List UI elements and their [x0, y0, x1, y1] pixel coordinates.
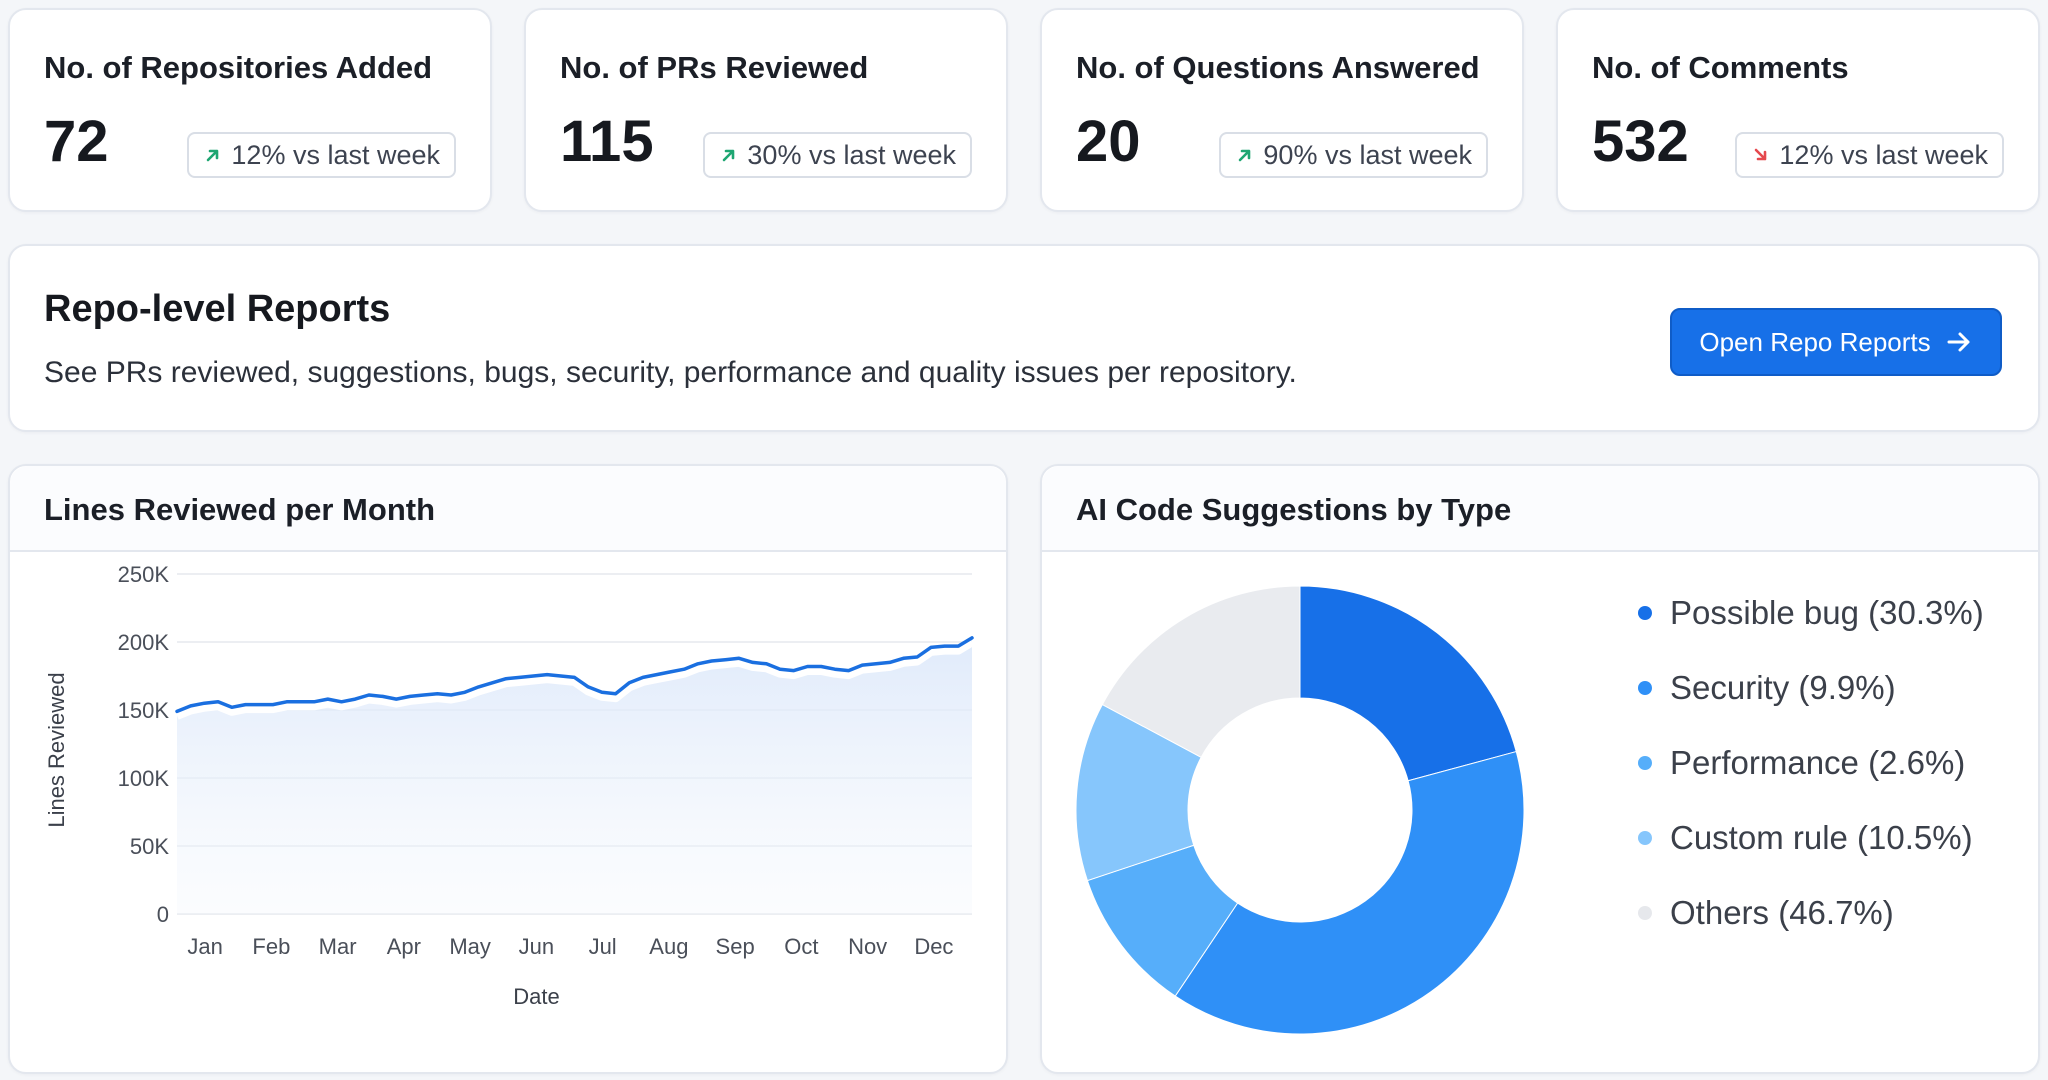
kpi-change-badge: 12% vs last week: [187, 132, 456, 178]
legend-label: Possible bug (30.3%): [1670, 594, 1984, 631]
x-tick-label: Mar: [319, 934, 357, 959]
kpi-change-badge: 30% vs last week: [703, 132, 972, 178]
x-tick-label: Jan: [187, 934, 222, 959]
section-description: See PRs reviewed, suggestions, bugs, sec…: [44, 356, 1297, 389]
legend-dot-icon: [1638, 681, 1652, 695]
legend-item: Possible bug (30.3%): [1638, 594, 1984, 632]
legend-label: Others (46.7%): [1670, 894, 1894, 931]
kpi-title: No. of PRs Reviewed: [560, 50, 869, 85]
legend-dot-icon: [1638, 606, 1652, 620]
kpi-change-text: 90% vs last week: [1263, 139, 1472, 170]
y-tick-label: 50K: [130, 834, 169, 859]
lines-reviewed-panel: Lines Reviewed per Month 0 50K 100K 150K 200…: [8, 464, 1008, 1074]
trend-up-icon: [1239, 149, 1251, 162]
kpi-title: No. of Questions Answered: [1076, 50, 1480, 85]
y-tick-label: 200K: [118, 630, 170, 655]
x-tick-label: Oct: [784, 934, 818, 959]
kpi-card-questions-answered: No. of Questions Answered 20 90% vs last…: [1040, 8, 1524, 212]
legend-label: Security (9.9%): [1670, 669, 1896, 706]
line-chart: 0 50K 100K 150K 200K 250K Jan Feb Mar Apr May Jun Ju…: [44, 562, 975, 1009]
kpi-change-text: 12% vs last week: [1779, 139, 1988, 170]
kpi-title: No. of Repositories Added: [44, 50, 433, 85]
legend-label: Custom rule (10.5%): [1670, 819, 1973, 856]
kpi-change-text: 12% vs last week: [231, 139, 440, 170]
x-tick-label: Aug: [649, 934, 688, 959]
line-area: [177, 637, 972, 914]
legend-item: Performance (2.6%): [1638, 744, 1965, 782]
legend-item: Others (46.7%): [1638, 894, 1894, 932]
open-repo-reports-button[interactable]: Open Repo Reports: [1670, 308, 2002, 376]
y-tick-label: 100K: [118, 766, 170, 791]
legend-label: Performance (2.6%): [1670, 744, 1966, 781]
donut-slice: [1299, 585, 1517, 782]
donut-chart: [1075, 585, 1525, 1035]
kpi-value: 115: [560, 109, 654, 174]
kpi-change-badge: 12% vs last week: [1735, 132, 2004, 178]
repo-reports-card: Repo-level Reports See PRs reviewed, sug…: [8, 244, 2040, 432]
section-title: Repo-level Reports: [44, 288, 391, 330]
x-axis-label: Date: [513, 984, 559, 1009]
legend-item: Custom rule (10.5%): [1638, 819, 1973, 857]
donut-slice: [1174, 750, 1525, 1035]
line-series: [175, 636, 974, 714]
trend-down-icon: [1755, 148, 1767, 161]
x-tick-label: Sep: [716, 934, 755, 959]
arrow-right-icon: [1947, 332, 1970, 352]
kpi-change-text: 30% vs last week: [747, 139, 956, 170]
x-tick-label: Feb: [252, 934, 290, 959]
legend-dot-icon: [1638, 756, 1652, 770]
trend-up-icon: [723, 149, 735, 162]
kpi-value: 20: [1076, 109, 1141, 174]
x-tick-label: Dec: [914, 934, 953, 959]
line-halo: [175, 638, 975, 720]
trend-up-icon: [207, 149, 219, 162]
y-tick-label: 150K: [118, 698, 170, 723]
donut-slice: [1101, 585, 1301, 758]
legend-item: Security (9.9%): [1638, 669, 1896, 707]
x-tick-label: Nov: [848, 934, 887, 959]
legend-dot-icon: [1638, 906, 1652, 920]
suggestions-panel: AI Code Suggestions by Type Possible bug…: [1040, 464, 2040, 1074]
y-tick-label: 250K: [118, 562, 170, 587]
x-tick-label: Jun: [519, 934, 554, 959]
panel-title: Lines Reviewed per Month: [44, 492, 436, 527]
x-tick-label: Apr: [387, 934, 421, 959]
panel-header: Lines Reviewed per Month: [10, 466, 1006, 552]
kpi-value: 532: [1592, 109, 1689, 174]
y-tick-label: 0: [157, 902, 169, 927]
kpi-card-prs-reviewed: No. of PRs Reviewed 115 30% vs last week: [524, 8, 1008, 212]
kpi-change-badge: 90% vs last week: [1219, 132, 1488, 178]
legend-dot-icon: [1638, 831, 1652, 845]
panel-title: AI Code Suggestions by Type: [1076, 492, 1512, 527]
kpi-title: No. of Comments: [1592, 50, 1849, 85]
x-tick-label: May: [449, 934, 491, 959]
kpi-card-comments: No. of Comments 532 12% vs last week: [1556, 8, 2040, 212]
kpi-value: 72: [44, 109, 109, 174]
x-tick-label: Jul: [589, 934, 617, 959]
y-axis-label: Lines Reviewed: [44, 672, 69, 827]
button-label: Open Repo Reports: [1699, 326, 1931, 357]
panel-header: AI Code Suggestions by Type: [1042, 466, 2038, 552]
kpi-card-repositories: No. of Repositories Added 72 12% vs last…: [8, 8, 492, 212]
